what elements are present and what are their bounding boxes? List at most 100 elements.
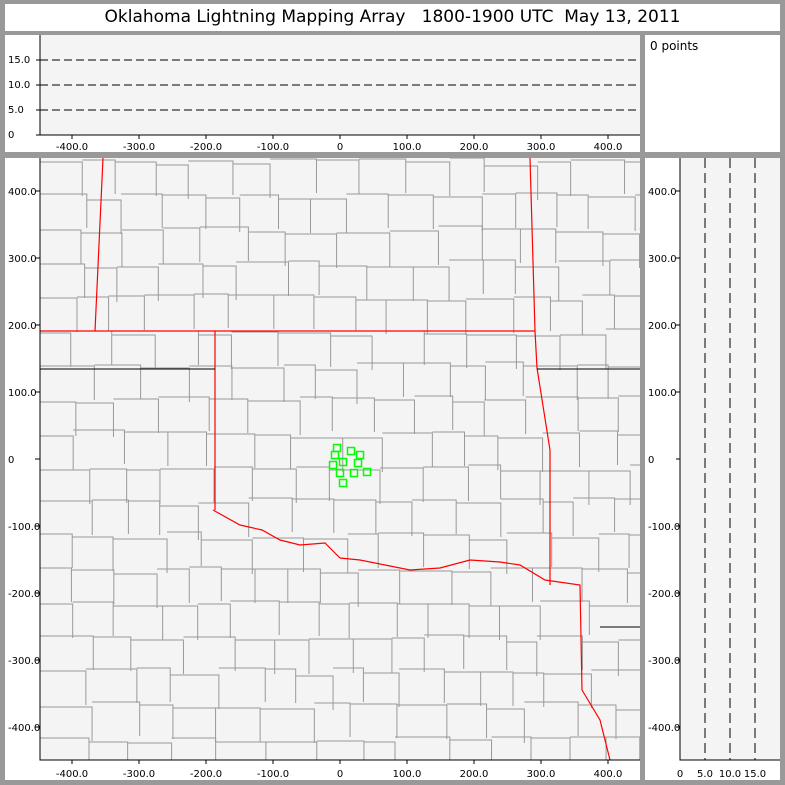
county-boundary [171,737,217,760]
side-y-tick: 100.0 [648,388,677,399]
county-boundary [537,161,572,196]
county-boundary [397,603,429,638]
county-boundary [614,498,640,500]
county-boundary [288,260,320,295]
county-boundary [555,231,604,266]
county-boundary [71,569,115,604]
county-boundary [605,328,640,330]
county-boundary [342,437,383,472]
county-boundary [540,470,590,505]
county-boundary [218,667,266,702]
lightning-source-point [328,460,338,470]
county-boundary [86,199,122,234]
county-boundary [40,193,88,228]
altitude-y-tick: 15.0 [8,55,30,66]
map-y-tick: -100.0 [8,522,40,533]
county-boundary [500,498,544,533]
lightning-source-point [346,446,356,456]
county-boundary [588,470,631,505]
map-x-tick: -200.0 [190,769,222,780]
county-boundary [248,231,286,266]
county-boundary [363,672,400,707]
county-boundary [254,434,292,469]
altitude-y-tick: 10.0 [8,80,30,91]
county-boundary [523,365,578,400]
map-axes [39,158,640,761]
county-boundary [310,198,347,233]
county-boundary [484,399,527,434]
county-boundary [75,402,114,437]
county-boundary [113,605,164,640]
county-boundary [139,704,174,739]
county-boundary [92,701,141,736]
county-boundary [465,298,515,333]
altitude-x-tick: 100.0 [393,142,422,153]
county-boundary [285,233,338,268]
county-boundary [284,364,316,399]
map-x-tick: -400.0 [56,769,88,780]
county-boundary [598,533,630,568]
county-boundary [577,364,609,399]
map-x-tick: 0 [337,769,343,780]
county-boundary [382,432,433,467]
side-y-tick: -400.0 [648,723,680,734]
side-y-tick: 0 [648,455,654,466]
county-boundary [76,296,110,331]
county-boundary [618,395,640,397]
county-boundary [433,196,483,231]
county-boundary [532,567,583,602]
county-boundary [332,397,375,432]
county-boundary [292,498,335,533]
map-x-tick: -100.0 [257,769,289,780]
county-boundary [197,603,231,638]
county-boundary [516,335,561,370]
county-boundary [163,227,201,262]
map-x-tick: 400.0 [594,769,623,780]
county-boundary [183,636,236,671]
county-boundary [189,566,222,601]
county-boundary [89,741,129,760]
county-boundary [329,469,381,504]
county-boundary [316,740,365,760]
county-boundary [608,366,640,368]
county-boundary [506,641,538,676]
county-boundary [40,737,90,760]
map-y-tick: -300.0 [8,656,40,667]
county-boundary [579,430,618,465]
county-boundary [363,741,396,760]
county-boundary [72,601,114,636]
county-boundary [236,261,290,296]
county-boundary [463,635,508,670]
county-boundary [449,158,485,192]
county-boundary [366,266,414,301]
county-boundary [358,158,407,193]
county-boundary [113,398,159,433]
county-boundary [411,499,457,534]
county-boundary [159,505,199,540]
lightning-source-point [349,468,359,478]
county-boundary [560,334,607,369]
county-boundary [260,708,315,743]
county-boundary [40,229,82,264]
altitude-x-tick: 400.0 [594,142,623,153]
county-boundary [333,499,377,534]
lightning-source-point [353,458,363,468]
county-boundary [115,161,157,196]
county-boundary [449,739,493,760]
side-y-tick: -200.0 [648,589,680,600]
county-boundary [274,639,310,674]
county-boundary [159,468,215,503]
county-boundary [308,638,354,673]
lightning-source-point [355,450,365,460]
county-boundary [614,295,640,297]
county-boundary [108,295,145,330]
county-boundary [287,568,321,603]
county-boundary [609,259,640,261]
county-boundary [273,294,315,329]
county-boundary [215,707,261,742]
county-boundary [525,396,579,431]
map-x-tick: -300.0 [123,769,155,780]
state-border [529,157,551,585]
county-boundary [556,194,589,229]
